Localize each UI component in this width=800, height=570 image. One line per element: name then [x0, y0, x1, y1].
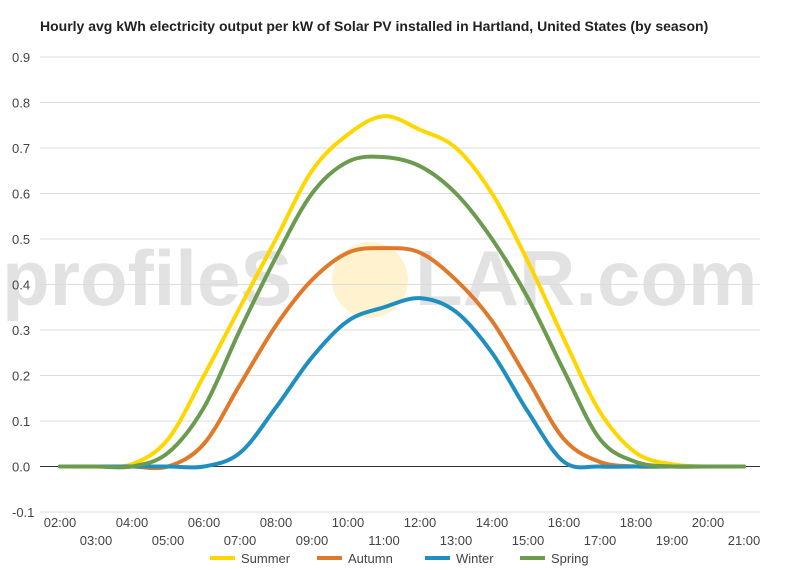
legend: Summer Autumn Winter Spring — [210, 551, 589, 566]
y-tick-label: 0.5 — [12, 232, 30, 247]
x-tick-label: 13:00 — [440, 533, 473, 548]
x-tick-label: 21:00 — [728, 533, 761, 548]
x-axis: 02:00 04:00 06:00 08:00 10:00 12:00 14:00 16:00… — [44, 515, 761, 548]
chart-title: Hourly avg kWh electricity output per kW… — [40, 18, 709, 34]
legend-label-summer: Summer — [241, 551, 291, 566]
y-tick-label: 0.4 — [12, 278, 30, 293]
watermark-text-right: LAR.com — [415, 234, 757, 322]
y-tick-label: 0.0 — [12, 460, 30, 475]
watermark-text-left: profileS — [2, 234, 292, 322]
y-axis: -0.1 0.0 0.1 0.2 0.3 0.4 0.5 0.6 0.7 0.8 0.9 — [12, 50, 34, 520]
x-tick-label: 06:00 — [188, 515, 221, 530]
x-tick-label: 18:00 — [620, 515, 653, 530]
x-tick-label: 15:00 — [512, 533, 545, 548]
series-line-summer — [58, 114, 746, 469]
x-tick-label: 05:00 — [152, 533, 185, 548]
y-tick-label: 0.6 — [12, 187, 30, 202]
y-tick-label: 0.1 — [12, 414, 30, 429]
series-line-winter — [58, 296, 746, 470]
x-tick-label: 12:00 — [404, 515, 437, 530]
y-tick-label: 0.2 — [12, 369, 30, 384]
x-tick-label: 08:00 — [260, 515, 293, 530]
watermark: profileS LAR.com — [2, 234, 757, 322]
x-tick-label: 07:00 — [224, 533, 257, 548]
grid — [40, 56, 760, 513]
x-tick-label: 09:00 — [296, 533, 329, 548]
x-tick-label: 20:00 — [692, 515, 725, 530]
x-tick-label: 11:00 — [368, 533, 400, 548]
watermark-sun-icon — [332, 242, 408, 318]
x-tick-label: 02:00 — [44, 515, 77, 530]
x-tick-label: 03:00 — [80, 533, 113, 548]
legend-label-autumn: Autumn — [348, 551, 393, 566]
legend-label-winter: Winter — [456, 551, 494, 566]
x-tick-label: 17:00 — [584, 533, 617, 548]
series-lines — [58, 114, 746, 471]
series-line-spring — [58, 154, 746, 470]
y-tick-label: 0.8 — [12, 96, 30, 111]
y-tick-label: -0.1 — [12, 505, 34, 520]
x-tick-label: 14:00 — [476, 515, 509, 530]
legend-label-spring: Spring — [551, 551, 589, 566]
y-tick-label: 0.9 — [12, 50, 30, 65]
x-tick-label: 19:00 — [656, 533, 689, 548]
x-tick-label: 04:00 — [116, 515, 149, 530]
x-tick-label: 16:00 — [548, 515, 581, 530]
x-tick-label: 10:00 — [332, 515, 365, 530]
y-tick-label: 0.7 — [12, 141, 30, 156]
y-tick-label: 0.3 — [12, 323, 30, 338]
